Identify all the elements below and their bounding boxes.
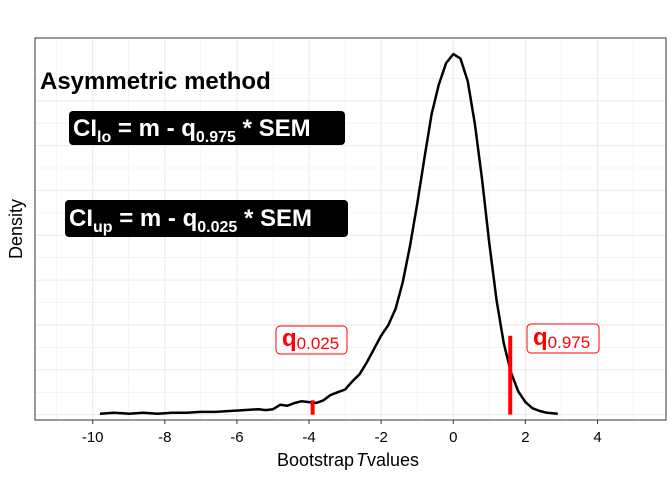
density-curve [99, 52, 558, 415]
x-axis: -10 -8 -6 -4 -2 0 2 4 [82, 420, 602, 446]
formula-ci-up-bg [65, 200, 348, 237]
x-tick-label: -6 [230, 429, 243, 446]
q-0975-text: q0.975 [533, 324, 590, 352]
formula-ci-lo-label: CIlo = m - q0.975 * SEM [69, 111, 345, 146]
x-tick-label: -10 [82, 429, 104, 446]
formula-ci-up-label: CIup = m - q0.025 * SEM [65, 200, 348, 237]
q-0025-text: q0.025 [282, 325, 339, 353]
panel-border [34, 37, 667, 421]
formula-ci-up-text: CIup = m - q0.025 * SEM [69, 205, 312, 236]
x-tick-label: 0 [449, 429, 457, 446]
q-0025-label-box [275, 325, 348, 355]
formula-ci-lo-bg [69, 111, 345, 145]
q-0975-label-box [526, 323, 600, 354]
x-tick-label: 4 [593, 429, 601, 446]
x-axis-title: Bootstrap Tvalues [277, 450, 419, 470]
y-axis-title: Density [6, 199, 26, 259]
x-tick-label: 2 [521, 429, 529, 446]
chart-title: Asymmetric method [40, 68, 271, 95]
formula-ci-lo-text: CIlo = m - q0.975 * SEM [73, 115, 311, 146]
q-0025-label: q0.025 [275, 325, 348, 355]
x-tick-label: -4 [302, 429, 315, 446]
x-tick-label: -2 [374, 429, 387, 446]
x-tick-label: -8 [158, 429, 171, 446]
q-0975-label: q0.975 [526, 323, 600, 354]
